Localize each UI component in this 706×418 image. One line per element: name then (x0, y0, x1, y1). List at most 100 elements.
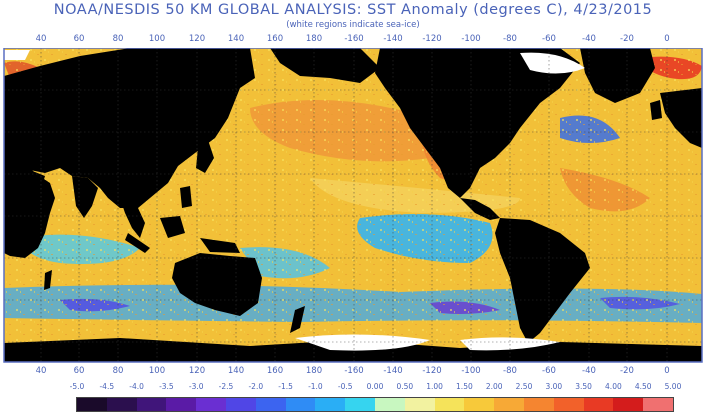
colorbar-segment (613, 398, 644, 411)
colorbar-segment (345, 398, 375, 411)
greenland-landmass (580, 48, 655, 103)
south-america-landmass (495, 218, 590, 343)
lon-label: -40 (582, 366, 596, 376)
eurasia-landmass (4, 48, 255, 208)
lon-label: -60 (542, 366, 556, 376)
lon-label: 160 (266, 366, 284, 376)
india-landmass (72, 176, 98, 218)
australia-landmass (172, 253, 262, 316)
colorbar-tick-label: 2.50 (515, 382, 533, 391)
lon-label: 60 (73, 34, 85, 44)
colorbar-segment (553, 398, 584, 411)
colorbar-segment (643, 398, 673, 411)
lon-label: -80 (503, 366, 517, 376)
lon-label: 100 (148, 34, 166, 44)
colorbar-tick-label: 4.50 (634, 382, 652, 391)
colorbar-tick-label: 1.50 (456, 382, 473, 391)
lon-label: 60 (73, 366, 85, 376)
lon-label: 0 (664, 366, 670, 376)
new-guinea-landmass (200, 238, 240, 253)
colorbar-segment (136, 398, 167, 411)
colorbar-segment (196, 398, 226, 411)
philippines-landmass (180, 186, 192, 208)
colorbar-tick-label: 1.00 (426, 382, 443, 391)
colorbar-segment (374, 398, 405, 411)
lon-label: 100 (148, 366, 166, 376)
colorbar-tick-label: -3.5 (159, 382, 174, 391)
lon-label: 120 (188, 366, 206, 376)
lon-label: 140 (227, 366, 245, 376)
colorbar-tick-label: -4.5 (99, 382, 115, 391)
colorbar-segment (434, 398, 465, 411)
lon-label: -120 (422, 34, 442, 44)
lon-label: -140 (383, 366, 403, 376)
colorbar-tick-label: 0.50 (396, 382, 414, 391)
lon-label: 80 (112, 34, 124, 44)
madagascar-landmass (44, 270, 52, 290)
colorbar-tick-label: -5.0 (69, 382, 85, 391)
lon-label: -100 (461, 34, 481, 44)
colorbar-segment (404, 398, 435, 411)
colorbar-segment (77, 398, 107, 411)
southeast-asia-landmass (120, 198, 145, 238)
colorbar-tick-label: 5.00 (664, 382, 682, 391)
land-masses (4, 48, 702, 362)
colorbar-segment (315, 398, 346, 411)
lon-label: -160 (344, 366, 364, 376)
uk-landmass (650, 100, 662, 120)
lon-label: -100 (461, 366, 481, 376)
lon-label: -40 (582, 34, 596, 44)
central-america-landmass (460, 198, 500, 220)
colorbar-segment (583, 398, 614, 411)
lon-label: 140 (227, 34, 245, 44)
alaska-landmass (270, 48, 380, 83)
colorbar-segment (106, 398, 137, 411)
borneo-landmass (160, 216, 185, 238)
north-america-landmass (375, 48, 580, 198)
lon-label: 180 (305, 34, 323, 44)
sumatra-landmass (125, 233, 150, 253)
colorbar-segment (255, 398, 286, 411)
colorbar-tick-label: -2.0 (248, 382, 264, 391)
colorbar-tick-label: -2.5 (218, 382, 234, 391)
lon-label: 0 (664, 34, 670, 44)
colorbar-tick-label: 4.00 (605, 382, 622, 391)
longitude-labels-top: 40 60 80 100 120 140 160 180 -160 -140 -… (0, 34, 706, 46)
lon-label: -140 (383, 34, 403, 44)
map-frame (3, 48, 703, 363)
lon-label: -20 (620, 34, 634, 44)
lon-label: 120 (188, 34, 206, 44)
colorbar-labels: -5.0 -4.5 -4.0 -3.5 -3.0 -2.5 -2.0 -1.5 -1.0 -0.5… (0, 382, 706, 394)
sst-anomaly-map (3, 48, 703, 363)
colorbar-segment (285, 398, 316, 411)
lon-label: 40 (35, 366, 47, 376)
europe-landmass (660, 88, 702, 148)
colorbar-tick-label: -4.0 (129, 382, 144, 391)
sea-ice-regions (4, 50, 585, 351)
lon-label: 180 (305, 366, 323, 376)
lon-label: -20 (620, 366, 634, 376)
colorbar-tick-label: 2.00 (485, 382, 503, 391)
arabia-landmass (4, 168, 45, 198)
lon-label: -120 (422, 366, 442, 376)
colorbar-segment (523, 398, 554, 411)
graticule (4, 48, 702, 362)
lon-label: 80 (112, 366, 124, 376)
colorbar-segment (225, 398, 256, 411)
colorbar-segment (494, 398, 524, 411)
colorbar (76, 397, 674, 412)
lon-label: -60 (542, 34, 556, 44)
japan-landmass (196, 140, 214, 173)
colorbar-segment (166, 398, 197, 411)
colorbar-tick-label: -0.5 (337, 382, 353, 391)
longitude-labels-bottom: 40 60 80 100 120 140 160 180 -160 -140 -… (0, 366, 706, 378)
colorbar-tick-label: -1.0 (308, 382, 323, 391)
colorbar-tick-label: -3.0 (188, 382, 204, 391)
colorbar-segment (464, 398, 495, 411)
lon-label: -160 (344, 34, 364, 44)
lon-label: 40 (35, 34, 47, 44)
colorbar-tick-label: -1.5 (278, 382, 293, 391)
colorbar-tick-label: 3.00 (545, 382, 563, 391)
colorbar-tick-label: 0.00 (366, 382, 384, 391)
map-subtitle: (white regions indicate sea-ice) (286, 20, 420, 30)
